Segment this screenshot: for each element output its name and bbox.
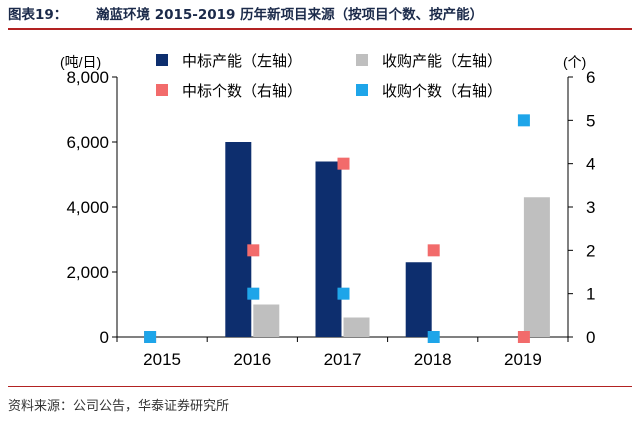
left-tick-label: 4,000 xyxy=(66,198,109,217)
marker-bid-count xyxy=(517,331,530,343)
right-tick-label: 6 xyxy=(586,68,595,87)
bar-acquired-capacity xyxy=(523,197,550,337)
marker-acquired-count xyxy=(247,287,260,300)
right-tick-label: 1 xyxy=(586,285,595,304)
figure-title-text: 瀚蓝环境 2015-2019 历年新项目来源（按项目个数、按产能） xyxy=(96,7,484,23)
chart-markers xyxy=(144,114,530,343)
chart-legend: 中标产能（左轴） 收购产能（左轴） 中标个数（右轴） 收购个数（右轴） xyxy=(156,53,502,100)
legend-swatch xyxy=(156,54,168,66)
bar-bid-capacity xyxy=(315,161,342,337)
bar-acquired-capacity xyxy=(253,304,280,337)
x-tick-label: 2018 xyxy=(414,350,452,369)
left-axis-unit: (吨/日) xyxy=(60,54,101,70)
figure-number: 图表19： xyxy=(8,7,68,23)
source-note: 资料来源：公司公告，华泰证券研究所 xyxy=(8,399,230,414)
legend-swatch xyxy=(156,84,168,96)
left-tick-label: 6,000 xyxy=(66,133,109,152)
marker-bid-count xyxy=(427,244,440,257)
x-tick-label: 2017 xyxy=(324,350,362,369)
right-axis-unit: (个) xyxy=(563,54,586,70)
legend-swatch xyxy=(356,54,368,66)
chart-bars xyxy=(225,142,550,337)
marker-bid-count xyxy=(247,244,260,257)
legend-label: 中标个数（右轴） xyxy=(182,83,302,100)
legend-label: 收购个数（右轴） xyxy=(382,83,502,100)
figure-title: 图表19： 瀚蓝环境 2015-2019 历年新项目来源（按项目个数、按产能） xyxy=(8,4,632,26)
marker-acquired-count xyxy=(144,331,157,343)
marker-acquired-count xyxy=(337,287,350,300)
marker-acquired-count xyxy=(427,331,440,343)
chart-axes: 0 2,000 4,000 6,000 8,000 0 1 2 3 4 5 6 (吨/日) (个) 2015… xyxy=(60,54,595,369)
chart: 0 2,000 4,000 6,000 8,000 0 1 2 3 4 5 6 (吨/日) (个) 2015… xyxy=(60,53,595,369)
marker-acquired-count xyxy=(517,114,530,127)
x-tick-label: 2019 xyxy=(504,350,542,369)
bar-bid-capacity xyxy=(225,142,252,337)
right-tick-label: 0 xyxy=(586,328,595,347)
right-tick-label: 2 xyxy=(586,241,595,260)
left-tick-label: 8,000 xyxy=(66,68,109,87)
right-tick-label: 5 xyxy=(586,111,595,130)
marker-bid-count xyxy=(337,157,350,170)
legend-label: 中标产能（左轴） xyxy=(182,53,302,70)
x-tick-label: 2015 xyxy=(143,350,181,369)
source-rule xyxy=(8,386,632,387)
x-tick-label: 2016 xyxy=(233,350,271,369)
bar-acquired-capacity xyxy=(343,317,370,337)
left-tick-label: 2,000 xyxy=(66,263,109,282)
legend-swatch xyxy=(356,84,368,96)
left-tick-label: 0 xyxy=(100,328,109,347)
title-rule xyxy=(8,28,632,30)
right-tick-label: 4 xyxy=(586,155,595,174)
legend-label: 收购产能（左轴） xyxy=(382,53,502,70)
right-tick-label: 3 xyxy=(586,198,595,217)
bar-bid-capacity xyxy=(405,262,432,337)
